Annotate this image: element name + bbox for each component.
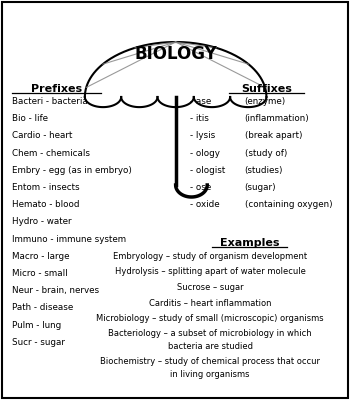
Text: - oxide: - oxide (190, 200, 220, 209)
Text: Macro - large: Macro - large (12, 252, 69, 261)
Text: (study of): (study of) (245, 148, 287, 158)
Text: Examples: Examples (220, 238, 279, 248)
Text: Entom - insects: Entom - insects (12, 183, 80, 192)
Text: Pulm - lung: Pulm - lung (12, 321, 61, 330)
Text: (inflammation): (inflammation) (245, 114, 310, 123)
Text: bacteria are studied: bacteria are studied (168, 342, 253, 351)
Text: (enzyme): (enzyme) (245, 97, 286, 106)
Text: Sucrose – sugar: Sucrose – sugar (177, 283, 244, 292)
Text: Hydrolysis – splitting apart of water molecule: Hydrolysis – splitting apart of water mo… (115, 268, 306, 276)
Text: Chem - chemicals: Chem - chemicals (12, 148, 90, 158)
Text: Embryology – study of organism development: Embryology – study of organism developme… (113, 252, 307, 261)
Text: Path - disease: Path - disease (12, 303, 73, 312)
Text: - ose: - ose (190, 183, 212, 192)
Text: in living organisms: in living organisms (170, 370, 250, 379)
Text: Cardio - heart: Cardio - heart (12, 131, 72, 140)
Text: Bacteriology – a subset of microbiology in which: Bacteriology – a subset of microbiology … (108, 330, 312, 338)
Text: - itis: - itis (190, 114, 209, 123)
Text: BIOLOGY: BIOLOGY (134, 45, 217, 63)
Text: Neur - brain, nerves: Neur - brain, nerves (12, 286, 99, 295)
Text: Immuno - immune system: Immuno - immune system (12, 234, 126, 244)
Text: Microbiology – study of small (microscopic) organisms: Microbiology – study of small (microscop… (96, 314, 324, 323)
Text: Hydro - water: Hydro - water (12, 217, 71, 226)
Text: (break apart): (break apart) (245, 131, 302, 140)
Text: Prefixes: Prefixes (31, 84, 82, 94)
Text: Bacteri - bacteria: Bacteri - bacteria (12, 97, 88, 106)
Text: Sucr - sugar: Sucr - sugar (12, 338, 65, 347)
Text: - ology: - ology (190, 148, 220, 158)
Text: Biochemistry – study of chemical process that occur: Biochemistry – study of chemical process… (100, 358, 320, 366)
Text: Carditis – heart inflammation: Carditis – heart inflammation (149, 298, 272, 308)
Text: Micro - small: Micro - small (12, 269, 67, 278)
Text: Bio - life: Bio - life (12, 114, 48, 123)
Text: - ologist: - ologist (190, 166, 226, 175)
Text: (containing oxygen): (containing oxygen) (245, 200, 332, 209)
Text: Suffixes: Suffixes (241, 84, 292, 94)
Text: Embry - egg (as in embryo): Embry - egg (as in embryo) (12, 166, 132, 175)
Text: - ase: - ase (190, 97, 212, 106)
Text: Hemato - blood: Hemato - blood (12, 200, 79, 209)
Text: (studies): (studies) (245, 166, 283, 175)
Text: - lysis: - lysis (190, 131, 216, 140)
Text: (sugar): (sugar) (245, 183, 276, 192)
